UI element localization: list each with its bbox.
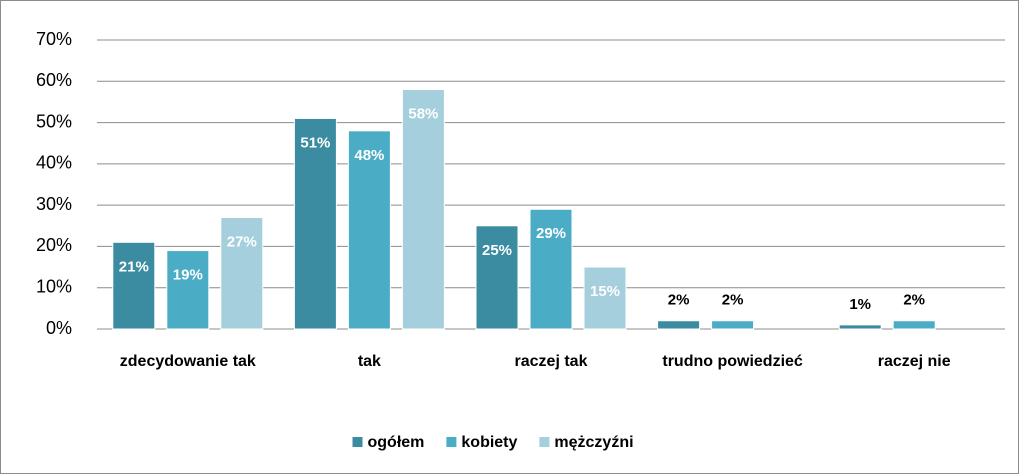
bar (112, 241, 156, 330)
bar (583, 266, 627, 330)
bar (838, 324, 882, 330)
data-label: 2% (722, 292, 744, 309)
bar (166, 250, 210, 330)
data-label: 27% (227, 233, 257, 250)
y-tick-label: 10% (36, 276, 72, 296)
legend-swatch (352, 437, 363, 447)
legend-swatch (539, 437, 550, 447)
x-tick-label: raczej nie (878, 353, 951, 370)
data-label: 25% (482, 242, 512, 259)
data-label: 48% (354, 147, 384, 164)
x-tick-label: trudno powiedzieć (662, 353, 803, 370)
bar (220, 217, 264, 330)
data-label: 51% (300, 134, 330, 151)
legend-label: mężczyźni (554, 434, 633, 451)
bar (529, 208, 573, 330)
bar (657, 320, 701, 330)
data-label: 1% (849, 296, 871, 313)
data-label: 2% (903, 292, 925, 309)
data-label: 58% (408, 106, 438, 123)
x-tick-label: zdecydowanie tak (120, 353, 256, 370)
y-tick-label: 70% (36, 29, 72, 49)
bar (347, 130, 391, 330)
data-label: 29% (536, 225, 566, 242)
bar (475, 225, 519, 330)
data-label: 19% (173, 267, 203, 284)
bar (892, 320, 936, 330)
x-tick-label: raczej tak (515, 353, 588, 370)
y-tick-label: 20% (36, 235, 72, 255)
data-label: 21% (119, 258, 149, 275)
y-tick-label: 30% (36, 194, 72, 214)
y-tick-label: 60% (36, 70, 72, 90)
legend-label: ogółem (368, 434, 425, 451)
y-tick-label: 50% (36, 111, 72, 131)
x-tick-label: tak (358, 353, 381, 370)
legend-label: kobiety (461, 434, 517, 451)
data-label: 2% (668, 292, 690, 309)
legend-swatch (446, 437, 457, 447)
bar (711, 320, 755, 330)
y-tick-label: 40% (36, 153, 72, 173)
bar (401, 89, 445, 330)
data-label: 15% (590, 283, 620, 300)
y-tick-label: 0% (46, 318, 72, 338)
bar (293, 117, 337, 330)
